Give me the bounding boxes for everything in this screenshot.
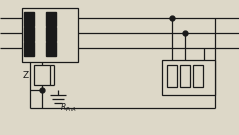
Bar	[46, 27, 56, 41]
Bar	[46, 42, 56, 56]
Bar	[193, 65, 203, 87]
Bar	[167, 65, 177, 87]
Text: $R_{PnA}$: $R_{PnA}$	[60, 102, 77, 114]
Bar	[180, 65, 190, 87]
Bar	[24, 42, 34, 56]
Text: Z: Z	[23, 70, 29, 80]
Bar	[24, 27, 34, 41]
Bar	[34, 65, 50, 85]
Bar	[46, 12, 56, 26]
Bar	[162, 60, 215, 95]
Bar	[24, 12, 34, 26]
Bar	[22, 8, 78, 62]
